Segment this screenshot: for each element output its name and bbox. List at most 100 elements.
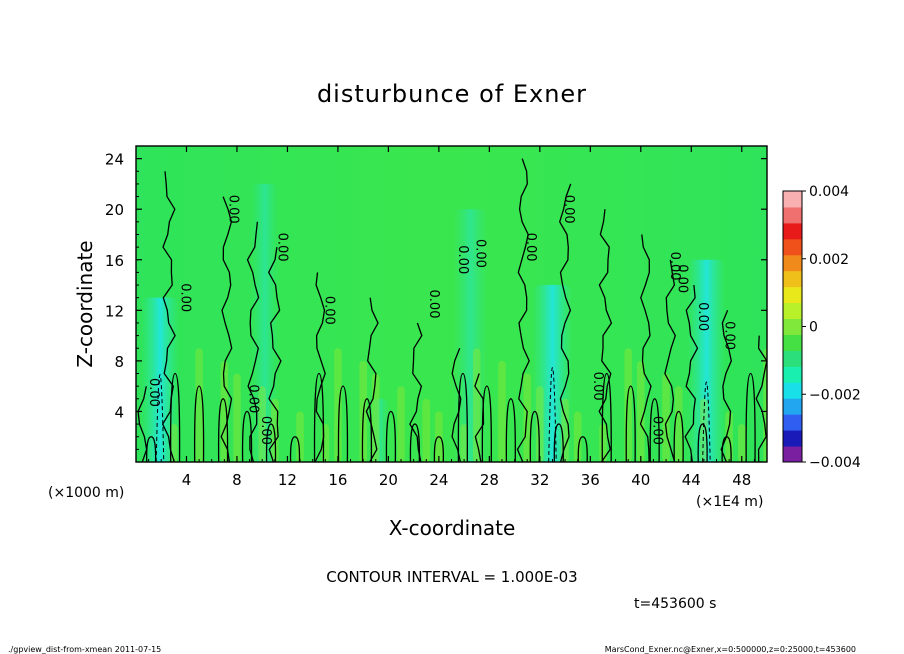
colorbar-swatch [783,350,802,367]
contour-interval-text: CONTOUR INTERVAL = 1.000E-03 [326,568,577,586]
colorbar-swatch [783,302,802,320]
colorbar-tick-label: −0.004 [809,455,861,471]
field-anomaly [536,386,544,462]
x-tick-label: 44 [682,471,701,489]
contour-field [136,146,767,462]
colorbar-swatch [783,254,802,272]
time-text: t=453600 s [634,596,716,612]
contour-line [721,436,732,462]
colorbar-swatch [783,318,802,335]
contour-label: 0.00 [590,372,605,401]
colorbar-swatch [783,238,802,256]
contour-line [673,410,684,462]
contour-label: 0.00 [146,378,161,407]
contour-label: 0.00 [523,233,538,262]
field-anomaly [460,424,468,462]
field-anomaly [258,386,266,462]
colorbar-swatch [783,334,802,351]
negative-contour-line [548,367,557,462]
field-anomaly [334,348,342,462]
contour-label: 0.00 [258,416,273,445]
contour-label: 0.00 [246,384,261,413]
y-tick-label: 20 [105,201,124,219]
contour-label: 0.00 [426,290,441,319]
field-anomaly [637,360,645,462]
contour-line [684,284,699,462]
colorbar-swatch [783,414,802,431]
contour-line [598,209,613,462]
contour-line [558,183,572,462]
contour-label: 0.00 [225,195,240,224]
contour-line [361,398,373,462]
colorbar-swatch [783,430,802,447]
colorbar-swatch [783,286,802,304]
contour-label: 0.00 [177,283,192,312]
chart-title: disturbunce of Exner [317,80,587,108]
field-anomaly [371,373,380,462]
x-tick-label: 36 [581,471,600,489]
contour-line [169,372,181,462]
contour-line [385,410,397,462]
y-tick-label: 4 [114,403,124,421]
contour-line [577,436,588,462]
negative-contour-line [702,381,711,462]
contour-line [649,398,660,462]
contour-line [433,436,445,462]
field-anomaly [369,398,390,462]
contour-line [246,221,260,462]
colorbar-tick-label: 0 [809,320,818,336]
y-tick-label: 24 [105,151,124,169]
colorbar: 0.004 0.002 0 −0.002 −0.004 [782,184,861,471]
x-tick-label: 12 [278,471,297,489]
colorbar-swatch [783,382,802,399]
contour-label: 0.00 [675,264,690,293]
contour-line [409,423,421,462]
field-anomaly [687,259,726,462]
field-anomaly [532,285,573,462]
contour-line [409,322,423,462]
field-anomaly [296,411,304,462]
field-anomaly [422,398,431,462]
contour-line [639,234,652,462]
contour-label: 0.00 [321,296,336,325]
colorbar-swatch [783,366,802,383]
x-tick-label: 24 [429,471,448,489]
x-scale-note: (×1E4 m) [696,494,763,510]
footer-left: ./gpview_dist-from-xmean 2011-07-15 [8,645,161,654]
field-anomaly [472,348,481,462]
field-anomaly [624,348,632,462]
contour-line [193,385,205,462]
contour-line [457,372,468,462]
contour-line [265,423,277,462]
contour-line [217,398,229,462]
x-tick-label: 28 [480,471,499,489]
x-units-label: (×1000 m) [48,485,124,501]
colorbar-tick-label: 0.002 [809,252,849,268]
contour-line [289,436,301,462]
x-tick-label: 48 [732,471,751,489]
contour-line [241,410,253,462]
y-axis-label: Z-coordinate [73,240,97,367]
contour-label: 0.00 [667,252,682,281]
contour-label: 0.00 [275,233,290,262]
x-axis-label: X-coordinate [389,516,516,540]
negative-contour-line [155,374,165,462]
field-anomaly [220,360,229,462]
field-anomaly [573,411,582,462]
colorbar-swatch [783,222,802,240]
contour-label: 0.00 [473,239,488,268]
colorbar-swatch [783,191,802,208]
colorbar-swatch [783,206,802,224]
footer-right: MarsCond_Exner.nc@Exner,x=0:500000,z=0:2… [605,645,856,654]
colorbar-tick-label: −0.002 [809,387,861,403]
field-anomaly [397,386,405,462]
field-anomaly [674,386,683,462]
y-tick-label: 12 [105,302,124,320]
colorbar-swatch [783,398,802,415]
field-anomaly [737,424,746,462]
contour-line [146,436,157,462]
contour-label: 0.00 [561,195,576,224]
contour-line [625,385,636,462]
x-tick-label: 8 [232,471,242,489]
